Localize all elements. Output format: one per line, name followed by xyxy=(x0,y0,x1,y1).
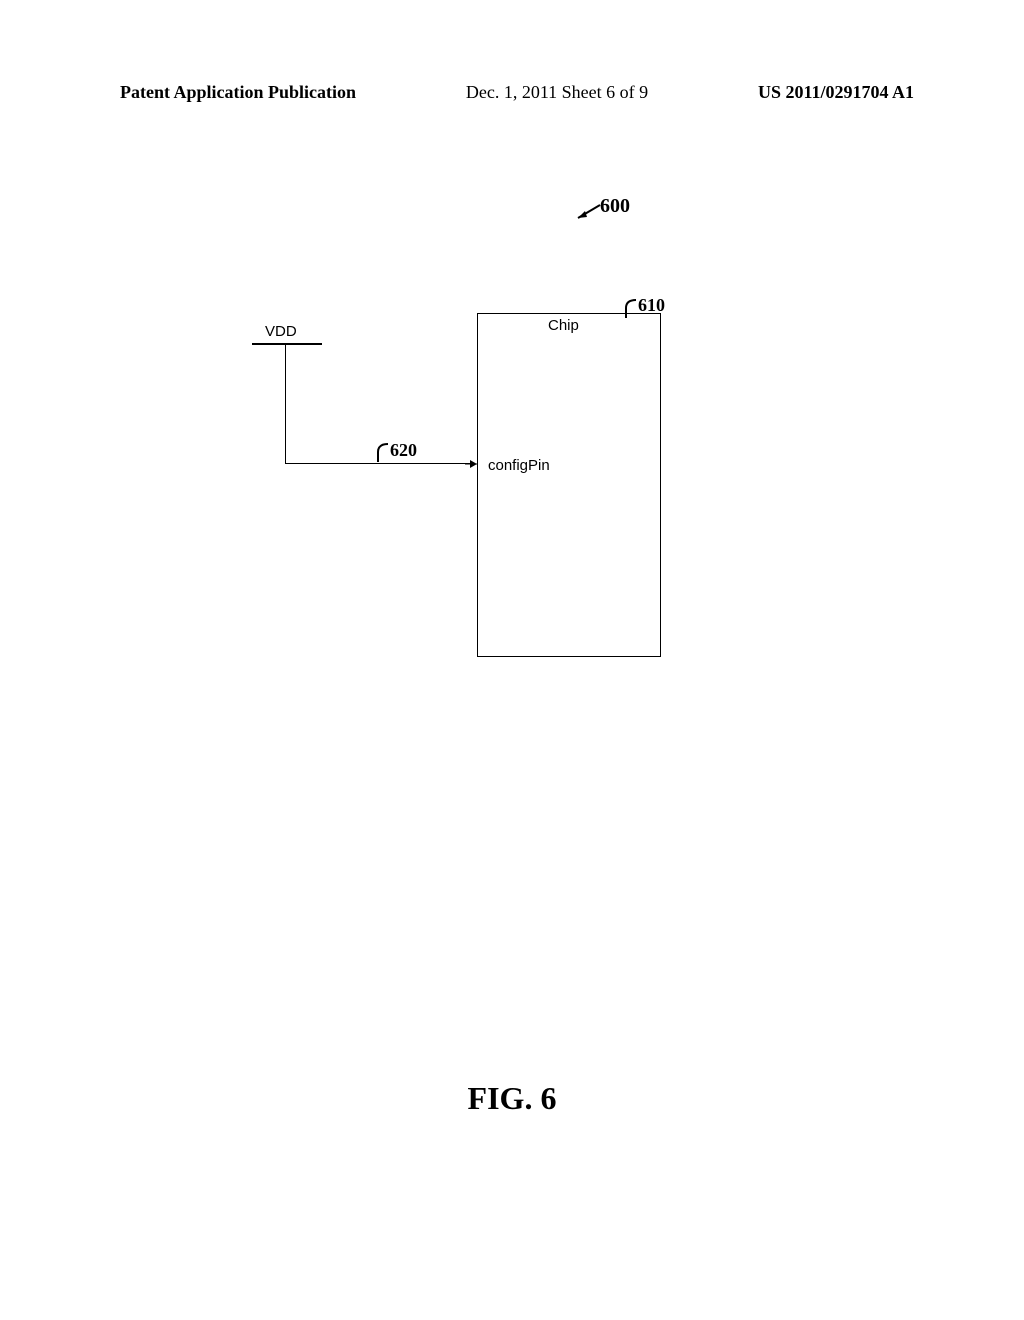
figure-label: FIG. 6 xyxy=(0,1080,1024,1117)
reference-600: 600 xyxy=(600,195,630,218)
configpin-label: configPin xyxy=(488,457,550,474)
page-header: Patent Application Publication Dec. 1, 2… xyxy=(0,82,1024,103)
hook-610-icon xyxy=(620,298,638,320)
chip-box xyxy=(477,313,661,657)
chip-label: Chip xyxy=(548,317,579,334)
arrow-600-icon xyxy=(575,203,603,221)
reference-620: 620 xyxy=(390,440,417,461)
hook-620-icon xyxy=(372,442,390,464)
reference-610: 610 xyxy=(638,295,665,316)
vdd-bar xyxy=(252,343,322,345)
header-right: US 2011/0291704 A1 xyxy=(758,82,914,103)
vdd-vertical-line xyxy=(285,343,286,463)
header-left: Patent Application Publication xyxy=(120,82,356,103)
diagram: 600 VDD 620 Chip configPin 610 xyxy=(0,195,1024,695)
header-center: Dec. 1, 2011 Sheet 6 of 9 xyxy=(466,82,648,103)
vdd-label: VDD xyxy=(265,323,297,340)
